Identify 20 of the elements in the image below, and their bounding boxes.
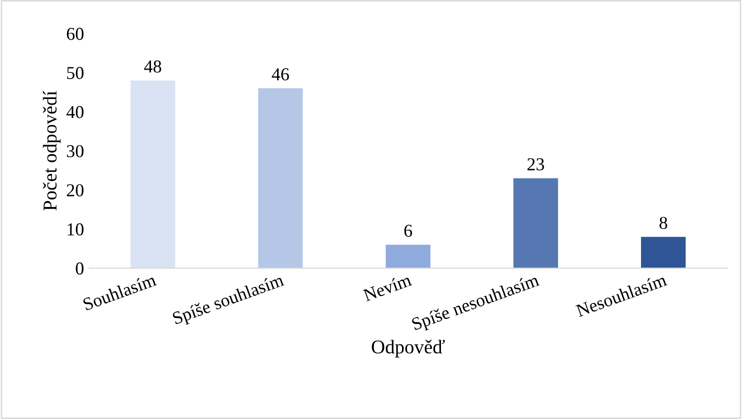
y-axis-title: Počet odpovědí [42, 90, 61, 210]
bar [386, 244, 430, 268]
data-label: 48 [144, 60, 162, 73]
bar [130, 80, 176, 268]
y-tick-label: 40 [66, 106, 84, 118]
y-tick-label: 50 [67, 66, 84, 80]
bar [258, 88, 303, 268]
y-tick-label: 30 [66, 145, 84, 158]
data-label: 46 [272, 68, 289, 80]
bar [513, 178, 558, 268]
y-tick-label: 10 [68, 223, 84, 236]
x-axis-title: Odpověď [372, 340, 445, 358]
data-label: 6 [404, 224, 412, 237]
data-label: 23 [527, 158, 544, 170]
y-tick-label: 0 [76, 262, 84, 275]
y-tick-label: 20 [66, 184, 84, 196]
x-tick-label: Nevím [362, 273, 412, 302]
data-label: 8 [660, 216, 668, 230]
bar [641, 236, 686, 268]
y-tick-label: 60 [66, 28, 84, 40]
